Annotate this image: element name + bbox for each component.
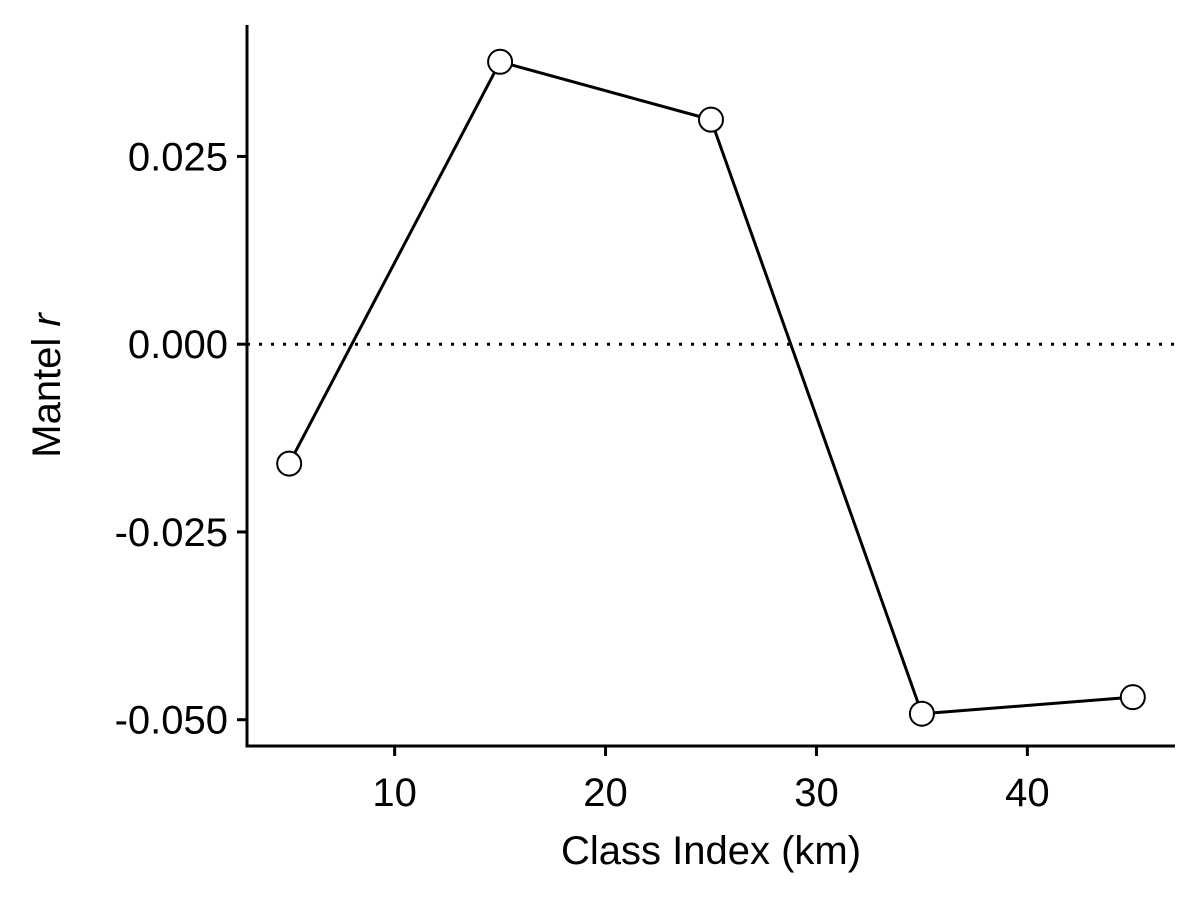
x-tick-label: 20 — [583, 771, 628, 815]
y-axis-title-text: Mantel — [25, 327, 69, 458]
x-tick-label: 30 — [794, 771, 839, 815]
series-line — [287, 60, 1133, 716]
y-tick-label: -0.025 — [115, 511, 228, 555]
x-tick-label: 10 — [372, 771, 417, 815]
x-axis-ticks: 10 20 30 40 — [372, 746, 1050, 815]
data-point — [487, 48, 514, 75]
y-tick-label: 0.000 — [128, 323, 228, 367]
axes — [245, 25, 1175, 748]
x-axis-title: Class Index (km) — [561, 829, 861, 873]
y-tick-label: -0.050 — [115, 699, 228, 743]
y-axis-ticks: -0.050 -0.025 0.000 0.025 — [115, 135, 247, 743]
data-points — [276, 48, 1146, 727]
data-point — [908, 700, 935, 727]
x-tick-label: 40 — [1005, 771, 1050, 815]
y-tick-label: 0.025 — [128, 135, 228, 179]
data-point — [276, 450, 303, 477]
series-polyline — [287, 60, 1133, 716]
data-point — [1119, 684, 1146, 711]
data-point — [698, 106, 724, 133]
y-axis-title: Mantel r — [25, 312, 69, 458]
y-axis-title-italic: r — [25, 312, 69, 327]
